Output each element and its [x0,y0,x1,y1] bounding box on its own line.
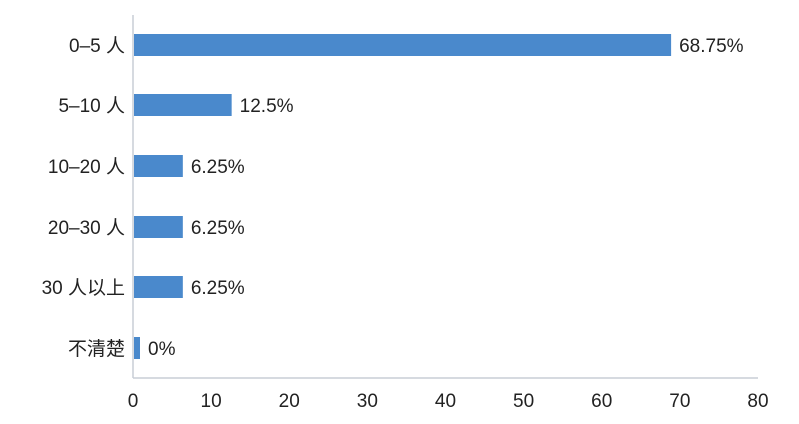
bar-4 [134,276,183,298]
x-tick-label: 30 [357,391,378,412]
data-label: 68.75% [679,36,744,57]
data-label: 0% [148,339,176,360]
category-label: 10–20 人 [48,156,125,178]
x-axis-ticks: 0 10 20 30 40 50 60 70 80 [128,391,769,412]
data-label: 6.25% [191,157,245,178]
bar-0 [134,34,672,56]
x-tick-label: 50 [513,391,534,412]
category-label: 30 人以上 [42,277,125,299]
data-labels: 68.75% 12.5% 6.25% 6.25% 6.25% 0% [148,36,744,360]
category-label: 不清楚 [68,338,125,360]
category-label: 5–10 人 [58,95,125,117]
x-tick-label: 20 [279,391,300,412]
bar-3 [134,216,183,238]
x-tick-label: 60 [591,391,612,412]
bars-layer [134,34,672,359]
x-tick-label: 0 [128,391,139,412]
data-label: 6.25% [191,218,245,239]
x-tick-label: 70 [669,391,690,412]
data-label: 12.5% [240,96,294,117]
x-tick-label: 10 [201,391,222,412]
bar-1 [134,94,232,116]
bar-2 [134,155,183,177]
category-label: 0–5 人 [69,35,125,57]
x-tick-label: 40 [435,391,456,412]
bar-5 [134,337,140,359]
x-tick-label: 80 [747,391,768,412]
data-label: 6.25% [191,278,245,299]
category-label: 20–30 人 [48,217,125,239]
